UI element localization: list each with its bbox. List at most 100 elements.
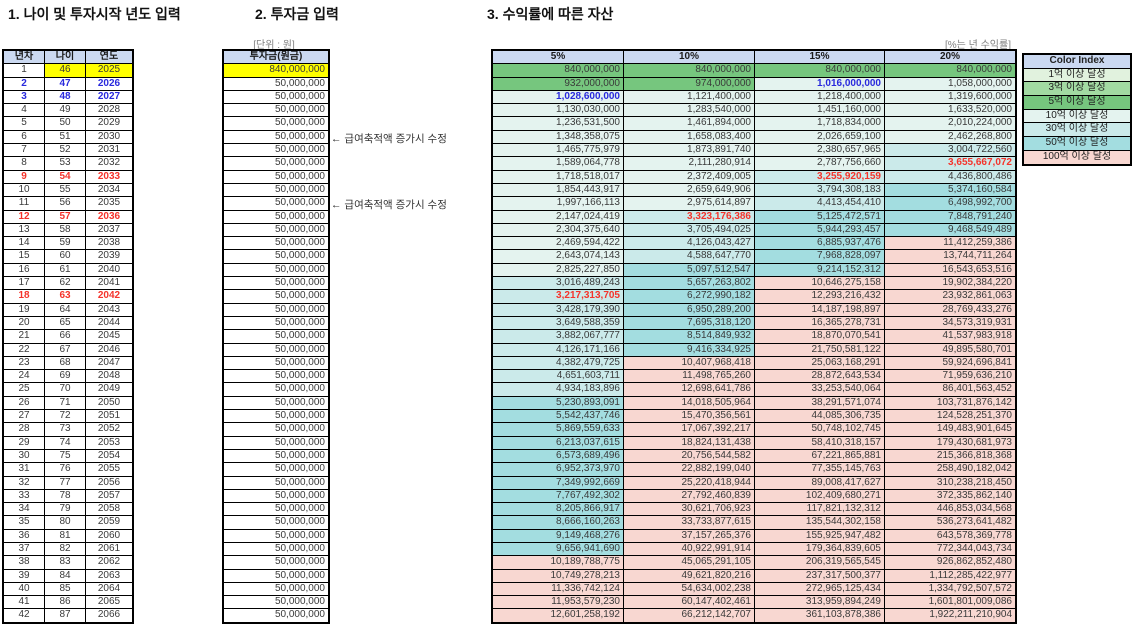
investment-cell[interactable]: 50,000,000 — [274, 503, 325, 515]
age-cell[interactable]: 63 — [44, 290, 85, 303]
investment-cell[interactable]: 50,000,000 — [274, 396, 325, 408]
asset-cell[interactable]: 3,882,067,777 — [493, 330, 623, 343]
asset-cell[interactable]: 2,787,756,660 — [754, 157, 884, 170]
year-no-cell[interactable]: 28 — [18, 423, 30, 435]
asset-cell[interactable]: 3,428,179,390 — [493, 303, 623, 316]
investment-cell[interactable]: 50,000,000 — [274, 356, 325, 368]
asset-cell[interactable]: 258,490,182,042 — [884, 463, 1015, 476]
asset-cell[interactable]: 5,230,893,091 — [493, 396, 623, 410]
age-cell[interactable]: 71 — [44, 396, 85, 410]
asset-cell[interactable]: 89,008,417,627 — [754, 476, 884, 489]
investment-cell[interactable]: 50,000,000 — [274, 423, 325, 435]
year-no-cell[interactable]: 4 — [21, 104, 27, 116]
asset-cell[interactable]: 149,483,901,645 — [884, 423, 1015, 436]
investment-cell[interactable]: 50,000,000 — [274, 343, 325, 355]
asset-cell[interactable]: 11,336,742,124 — [493, 582, 623, 596]
investment-cell[interactable]: 50,000,000 — [274, 609, 325, 621]
asset-cell[interactable]: 10,749,278,213 — [493, 569, 623, 582]
asset-cell[interactable]: 3,255,920,159 — [754, 170, 884, 183]
year-no-cell[interactable]: 36 — [18, 529, 30, 541]
age-cell[interactable]: 60 — [44, 250, 85, 263]
year-no-cell[interactable]: 42 — [18, 609, 30, 621]
asset-cell[interactable]: 10,646,275,158 — [754, 277, 884, 290]
asset-cell[interactable]: 17,067,392,217 — [623, 423, 754, 436]
asset-cell[interactable]: 66,212,142,707 — [623, 609, 754, 622]
asset-cell[interactable]: 6,950,289,200 — [623, 303, 754, 316]
asset-cell[interactable]: 2,975,614,897 — [623, 197, 754, 210]
column-header[interactable]: 년차 — [4, 51, 44, 64]
year-no-cell[interactable]: 35 — [18, 516, 30, 528]
asset-cell[interactable]: 20,756,544,582 — [623, 449, 754, 463]
asset-cell[interactable]: 9,149,468,276 — [493, 529, 623, 542]
investment-cell[interactable]: 840,000,000 — [224, 64, 328, 77]
asset-cell[interactable]: 926,862,852,480 — [884, 556, 1015, 569]
asset-cell[interactable]: 10,407,968,418 — [623, 356, 754, 370]
age-cell[interactable]: 54 — [44, 170, 85, 183]
asset-cell[interactable]: 38,291,571,074 — [754, 396, 884, 410]
calendar-year-cell[interactable]: 2045 — [85, 330, 132, 343]
asset-cell[interactable]: 643,578,369,778 — [884, 529, 1015, 542]
asset-cell[interactable]: 2,010,224,000 — [884, 117, 1015, 130]
asset-cell[interactable]: 41,537,983,918 — [884, 330, 1015, 343]
calendar-year-cell[interactable]: 2053 — [85, 436, 132, 449]
asset-cell[interactable]: 6,213,037,615 — [493, 436, 623, 449]
asset-cell[interactable]: 45,065,291,105 — [623, 556, 754, 569]
year-no-cell[interactable]: 2 — [21, 77, 27, 89]
asset-cell[interactable]: 30,621,706,923 — [623, 503, 754, 516]
year-no-cell[interactable]: 12 — [18, 210, 30, 222]
asset-cell[interactable]: 60,147,402,461 — [623, 596, 754, 609]
investment-cell[interactable]: 50,000,000 — [274, 210, 325, 222]
year-no-cell[interactable]: 21 — [18, 330, 30, 342]
asset-cell[interactable]: 19,902,384,220 — [884, 277, 1015, 290]
calendar-year-cell[interactable]: 2041 — [85, 277, 132, 290]
asset-cell[interactable]: 12,601,258,192 — [493, 609, 623, 622]
year-no-cell[interactable]: 37 — [18, 542, 30, 554]
calendar-year-cell[interactable]: 2032 — [85, 157, 132, 170]
asset-cell[interactable]: 2,643,074,143 — [493, 250, 623, 263]
asset-cell[interactable]: 10,189,788,775 — [493, 556, 623, 569]
investment-cell[interactable]: 50,000,000 — [274, 130, 325, 142]
age-cell[interactable]: 74 — [44, 436, 85, 449]
asset-cell[interactable]: 155,925,947,482 — [754, 529, 884, 542]
asset-cell[interactable]: 1,997,166,113 — [493, 197, 623, 210]
asset-cell[interactable]: 2,026,659,100 — [754, 130, 884, 144]
asset-cell[interactable]: 44,085,306,735 — [754, 410, 884, 423]
investment-cell[interactable]: 50,000,000 — [274, 449, 325, 461]
calendar-year-cell[interactable]: 2027 — [85, 90, 132, 104]
year-no-cell[interactable]: 32 — [18, 476, 30, 488]
calendar-year-cell[interactable]: 2049 — [85, 383, 132, 396]
asset-cell[interactable]: 71,959,636,210 — [884, 370, 1015, 383]
investment-cell[interactable]: 50,000,000 — [274, 277, 325, 289]
asset-cell[interactable]: 59,924,696,841 — [884, 356, 1015, 370]
calendar-year-cell[interactable]: 2063 — [85, 569, 132, 582]
asset-cell[interactable]: 5,869,559,633 — [493, 423, 623, 436]
asset-cell[interactable]: 1,283,540,000 — [623, 104, 754, 117]
age-cell[interactable]: 69 — [44, 370, 85, 383]
age-cell[interactable]: 61 — [44, 263, 85, 277]
investment-cell[interactable]: 50,000,000 — [274, 370, 325, 382]
asset-cell[interactable]: 5,125,472,571 — [754, 210, 884, 223]
asset-cell[interactable]: 1,854,443,917 — [493, 183, 623, 197]
calendar-year-cell[interactable]: 2033 — [85, 170, 132, 183]
asset-cell[interactable]: 1,589,064,778 — [493, 157, 623, 170]
year-no-cell[interactable]: 17 — [18, 277, 30, 289]
calendar-year-cell[interactable]: 2061 — [85, 542, 132, 556]
year-no-cell[interactable]: 26 — [18, 396, 30, 408]
age-cell[interactable]: 68 — [44, 356, 85, 370]
asset-cell[interactable]: 33,253,540,064 — [754, 383, 884, 396]
asset-cell[interactable]: 5,374,160,584 — [884, 183, 1015, 197]
asset-cell[interactable]: 1,130,030,000 — [493, 104, 623, 117]
year-no-cell[interactable]: 16 — [18, 263, 30, 275]
asset-cell[interactable]: 7,767,492,302 — [493, 489, 623, 503]
calendar-year-cell[interactable]: 2042 — [85, 290, 132, 303]
calendar-year-cell[interactable]: 2047 — [85, 356, 132, 370]
year-no-cell[interactable]: 38 — [18, 556, 30, 568]
asset-cell[interactable]: 840,000,000 — [884, 64, 1015, 77]
asset-cell[interactable]: 16,543,653,516 — [884, 263, 1015, 277]
column-header[interactable]: 15% — [754, 51, 884, 64]
year-no-cell[interactable]: 33 — [18, 489, 30, 501]
asset-cell[interactable]: 361,103,878,386 — [754, 609, 884, 622]
age-cell[interactable]: 81 — [44, 529, 85, 542]
asset-cell[interactable]: 2,469,594,422 — [493, 237, 623, 250]
asset-cell[interactable]: 28,872,643,534 — [754, 370, 884, 383]
